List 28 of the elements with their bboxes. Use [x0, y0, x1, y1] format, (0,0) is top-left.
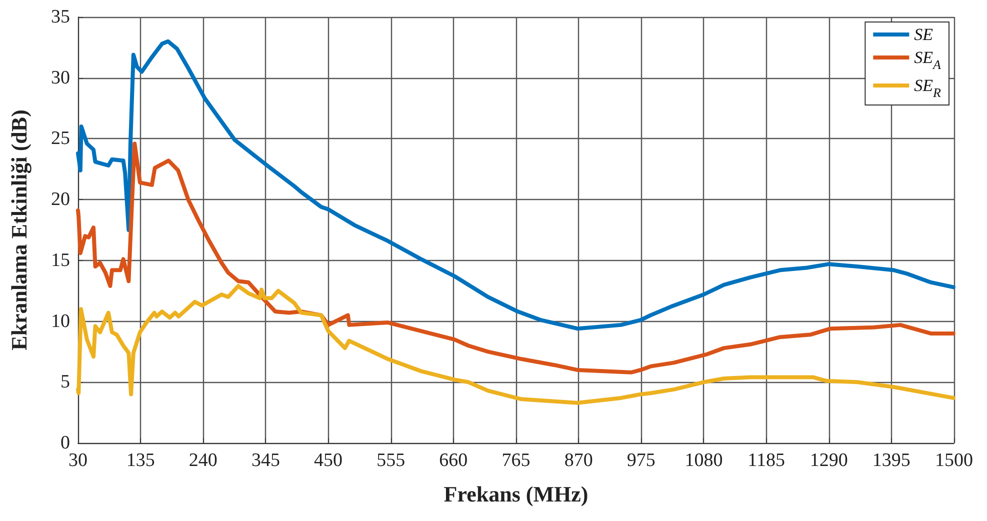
y-tick-label: 25: [51, 128, 70, 150]
y-tick-label: 30: [51, 67, 70, 88]
x-axis-title: Frekans (MHz): [444, 482, 588, 506]
y-tick-label: 10: [51, 310, 70, 332]
x-tick-label: 1500: [935, 450, 973, 471]
legend-label: SE: [914, 25, 934, 44]
x-tick-label: 870: [564, 450, 593, 471]
x-tick-label: 765: [502, 450, 530, 471]
x-tick-label: 1185: [748, 450, 785, 471]
x-tick-label: 660: [439, 450, 468, 471]
line-series: [76, 284, 956, 405]
x-tick-label: 555: [376, 450, 406, 471]
x-tick-label: 1080: [684, 450, 723, 471]
y-tick-label: 15: [51, 250, 70, 271]
x-tick-label: 975: [626, 450, 656, 471]
x-tick-label: 345: [251, 450, 280, 471]
x-tick-label: 1395: [872, 450, 910, 471]
y-tick-label: 5: [60, 372, 70, 393]
y-tick-label: 0: [60, 432, 70, 454]
x-tick-label: 240: [188, 450, 218, 471]
y-axis-title: Ekranlama Etkinliği (dB): [6, 110, 32, 350]
x-tick-label: 1290: [810, 450, 848, 471]
line-series: [76, 142, 956, 374]
y-tick-label: 35: [51, 6, 70, 28]
line-series: [76, 39, 956, 331]
y-tick-label: 20: [51, 189, 70, 210]
x-tick-label: 135: [126, 450, 155, 471]
x-tick-label: 450: [314, 450, 343, 471]
